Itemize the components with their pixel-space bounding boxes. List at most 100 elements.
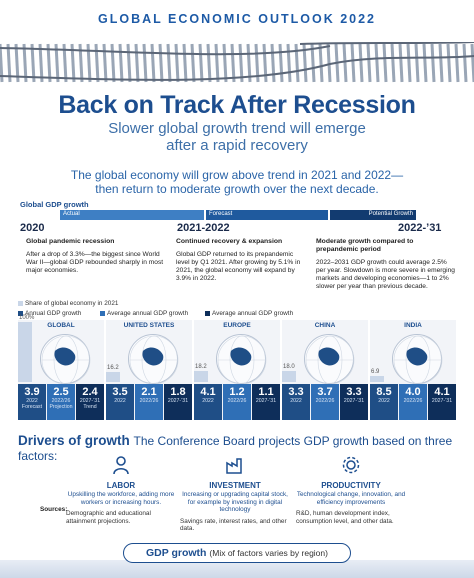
stat-period: 2027-’31 [343,398,365,404]
stat-cell: 2.1 2022/26 [135,384,163,420]
globe-icon [40,334,91,385]
stat-period: 2027-’31 [431,398,453,404]
stat-row: 4.1 2022 1.2 2022/26 1.1 2027-’31 [194,384,280,420]
col-3-title: Moderate growth compared to prepandemic … [316,238,414,253]
legend-avg1-label: Average annual GDP growth [107,310,189,317]
share-bar [194,371,208,382]
stat-cell: 4.1 2022 [194,384,222,420]
timeline-bar: Actual Forecast Potential Growth [60,210,416,220]
stat-period: 2022 [202,398,214,404]
stat-cell: 4.0 2022/26 [399,384,427,420]
person-icon [113,456,129,475]
region-panel-europe: EUROPE 18.2 4.1 2022 1.2 2022/26 1.1 2027-’31 [194,320,280,420]
stat-value: 2.4 [82,386,98,398]
legend-share-label: Share of global economy in 2021 [25,300,119,307]
stat-period: 2022 [114,398,126,404]
stat-cell: 3.3 2022 [282,384,310,420]
productivity-source: R&D, human development index, consumptio… [296,510,394,525]
stat-value: 4.1 [434,386,450,398]
legend-avg-2: Average annual GDP growth [205,310,293,317]
stat-cell: 3.5 2022 [106,384,134,420]
stat-value: 8.5 [376,386,392,398]
globe-icon [128,334,179,385]
labor-name: LABOR [106,481,136,490]
stat-cell: 1.1 2027-’31 [252,384,280,420]
region-name: INDIA [404,322,422,329]
stat-cell: 3.3 2027-’31 [340,384,368,420]
timeline-col-2: Continued recovery & expansion Global GD… [176,238,308,283]
phase-forecast: Forecast [206,210,328,220]
lead-line-1: The global economy will grow above trend… [70,168,404,182]
stat-value: 1.8 [170,386,186,398]
timeline-heading: Global GDP growth [20,200,89,209]
drivers-desc: The Conference Board projects GDP growth… [18,434,453,463]
stat-period: 2027-’31 [167,398,189,404]
stat-value: 3.5 [112,386,128,398]
region-name: CHINA [314,322,336,329]
stat-value: 3.3 [288,386,304,398]
region-panel-china: CHINA 18.0 3.3 2022 3.7 2022/26 3.3 2027-’31 [282,320,368,420]
region-panel-global: GLOBAL 100% 3.9 2022 Forecast 2.5 2022/26 Proje… [18,315,104,420]
stat-cell: 3.9 2022 Forecast [18,384,46,420]
stat-kind: Trend [83,404,97,410]
share-value: 18.2 [195,364,207,370]
labor-desc: Upskilling the workforce, adding more wo… [67,491,175,506]
stat-value: 3.9 [24,386,40,398]
stat-period: 2022 [26,398,38,404]
subtitle: Slower global growth trend will emerge a… [0,120,474,154]
stat-cell: 2.4 2027-’31 Trend [76,384,104,420]
stat-period: 2022/26 [315,398,335,404]
region-panel-united-states: UNITED STATES 16.2 3.5 2022 2.1 2022/26 1.8 202… [106,320,192,420]
legend-annual-label: Annual GDP growth [25,310,82,317]
share-bar [282,371,296,382]
phase-potential: Potential Growth [330,210,416,220]
investment-desc: Increasing or upgrading capital stock, f… [182,491,288,513]
stat-row: 3.9 2022 Forecast 2.5 2022/26 Projection 2.4 20… [18,384,104,420]
stat-row: 3.5 2022 2.1 2022/26 1.8 2027-’31 [106,384,192,420]
factory-icon [226,458,242,474]
sources-label: Sources: [40,506,68,513]
share-value: 6.9 [371,369,380,375]
report-kicker: GLOBAL ECONOMIC OUTLOOK 2022 [97,12,376,26]
legend-share: Share of global economy in 2021 [18,300,118,307]
globe-icon [392,334,443,385]
share-bar [106,372,120,382]
year-2020: 2020 [20,222,45,234]
stat-value: 4.0 [405,386,421,398]
stat-period: 2022/26 [227,398,247,404]
stat-period: 2027-’31 [79,398,101,404]
legend-annual: Annual GDP growth [18,310,81,317]
share-value: 16.2 [107,365,119,371]
bottom-band [0,560,474,578]
col-2-body: Global GDP returned to its prepandemic l… [176,251,301,282]
drivers-heading: Drivers of growth The Conference Board p… [18,433,474,463]
stat-period: 2022 [290,398,302,404]
stat-value: 1.1 [258,386,274,398]
stat-period: 2022/26 [403,398,423,404]
share-value: 100% [19,315,35,321]
labor-source: Demographic and educational attainment p… [66,510,151,525]
region-panel-india: INDIA 6.9 8.5 2022 4.0 2022/26 4.1 2027-’31 [370,320,456,420]
gdp-growth-pill: GDP growth (Mix of factors varies by reg… [123,543,351,563]
railroad-track-banner [0,42,474,190]
col-1-title: Global pandemic recession [26,238,115,245]
stat-value: 1.2 [229,386,245,398]
timeline-col-3: Moderate growth compared to prepandemic … [316,238,456,291]
stat-cell: 8.5 2022 [370,384,398,420]
subtitle-line-1: Slower global growth trend will emerge [108,120,366,137]
stat-row: 3.3 2022 3.7 2022/26 3.3 2027-’31 [282,384,368,420]
lead-line-2: then return to moderate growth over the … [95,182,379,196]
year-2021-2022: 2021-2022 [177,222,230,234]
gear-icon [342,456,360,474]
stat-cell: 3.7 2022/26 [311,384,339,420]
stat-kind: Projection [49,404,73,410]
legend-avg-1: Average annual GDP growth [100,310,188,317]
region-name: EUROPE [223,322,251,329]
year-2022-2031: 2022-’31 [398,222,442,234]
phase-actual: Actual [60,210,204,220]
factor-investment: INVESTMENT Increasing or upgrading capit… [180,455,290,533]
stat-period: 2022/26 [51,398,71,404]
col-2-title: Continued recovery & expansion [176,238,283,245]
subtitle-line-2: after a rapid recovery [166,137,308,154]
gdp-note: (Mix of factors varies by region) [209,548,328,558]
